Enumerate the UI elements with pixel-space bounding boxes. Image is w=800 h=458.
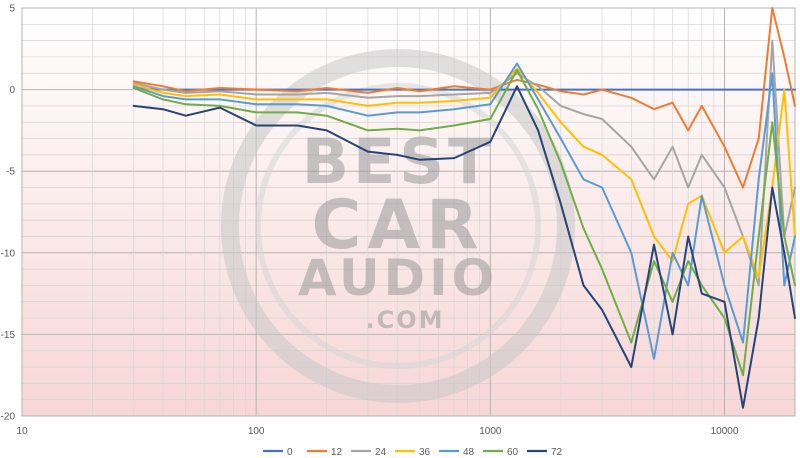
legend-label-48: 48 [463, 447, 475, 458]
legend-label-72: 72 [551, 447, 563, 458]
series-line-48 [132, 62, 796, 360]
y-tick-label: 5 [9, 4, 15, 15]
watermark-dotcom: .COM [365, 306, 444, 334]
y-tick-label: -10 [1, 248, 16, 259]
plot-background [22, 8, 795, 416]
watermark-car: CAR [312, 186, 485, 265]
legend-label-12: 12 [331, 447, 343, 458]
series-line-12 [132, 7, 796, 189]
x-tick-label: 10 [16, 426, 28, 437]
x-tick-label: 1000 [479, 426, 502, 437]
legend-label-36: 36 [419, 447, 431, 458]
watermark-best: BEST [302, 125, 495, 198]
y-tick-label: -15 [1, 330, 16, 341]
series-lines [132, 7, 796, 409]
series-line-60 [132, 69, 796, 377]
x-axis-ticks: 10 100 1000 10000 [16, 426, 738, 437]
series-line-72 [132, 85, 796, 409]
y-axis-ticks: 5 0 -5 -10 -15 -20 [1, 4, 16, 423]
x-tick-label: 10000 [711, 426, 739, 437]
watermark-inner-ring [255, 83, 541, 369]
watermark-audio: AUDIO [298, 249, 498, 307]
series-line-24 [132, 39, 796, 287]
y-tick-label: -5 [6, 167, 15, 178]
legend-label-60: 60 [507, 447, 519, 458]
legend-label-24: 24 [375, 447, 387, 458]
legend: 0 12 24 36 48 60 72 [263, 447, 563, 458]
y-tick-label: -20 [1, 412, 16, 423]
legend-label-0: 0 [287, 447, 293, 458]
series-line-36 [132, 67, 796, 279]
plot-border [21, 7, 796, 417]
y-tick-label: 0 [9, 85, 15, 96]
x-tick-label: 100 [248, 426, 265, 437]
